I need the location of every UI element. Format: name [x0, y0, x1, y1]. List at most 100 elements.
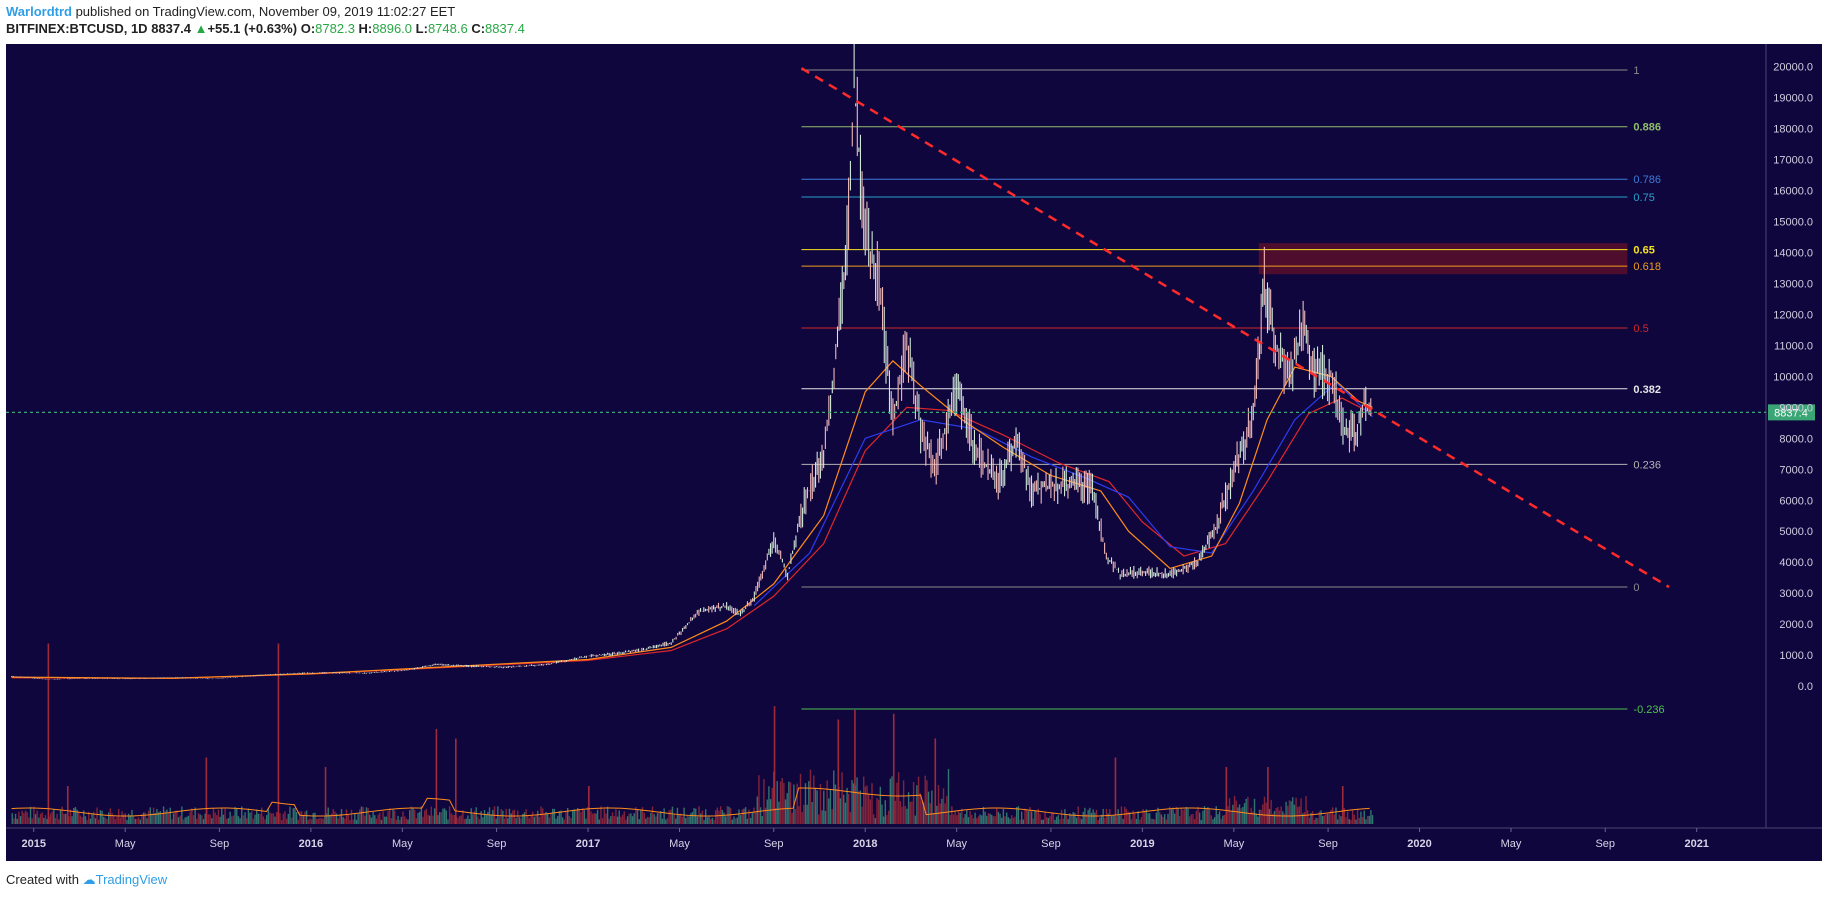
- volume-bar: [360, 806, 363, 824]
- volume-bar: [460, 815, 462, 824]
- moving-average-blue: [753, 381, 1373, 607]
- volume-bar: [487, 811, 489, 824]
- volume-bar: [961, 808, 963, 824]
- volume-bar: [1135, 818, 1138, 824]
- volume-bar: [1235, 800, 1237, 824]
- open-label: O:: [300, 21, 316, 36]
- volume-bar: [478, 819, 481, 824]
- volume-bar: [1288, 800, 1291, 824]
- volume-bar: [957, 810, 960, 824]
- volume-bar: [1265, 802, 1267, 824]
- volume-bar: [51, 811, 53, 824]
- volume-bar: [723, 812, 725, 824]
- volume-bar: [919, 793, 921, 824]
- volume-bar: [59, 810, 62, 824]
- volume-bar: [289, 806, 291, 824]
- volume-bar: [964, 814, 966, 824]
- volume-bar: [520, 818, 522, 824]
- volume-bar: [611, 812, 614, 824]
- volume-bar: [109, 808, 112, 824]
- volume-bar: [467, 815, 469, 824]
- volume-bar: [927, 791, 930, 824]
- volume-bar: [753, 807, 755, 824]
- volume-bar: [340, 809, 343, 824]
- volume-bar: [580, 812, 582, 824]
- volume-bar: [774, 808, 777, 824]
- price-chart[interactable]: 1 0.886 0.786 0.75 0.65 0.618 0.5 0.382 0.236 0 -0…: [6, 30, 1822, 861]
- volume-bar: [1213, 817, 1216, 824]
- volume-bar: [1015, 807, 1018, 824]
- volume-bar: [1037, 808, 1040, 824]
- volume-bar: [181, 806, 183, 824]
- volume-bar: [1255, 813, 1257, 824]
- volume-bar: [691, 811, 694, 824]
- volume-bar: [971, 814, 973, 824]
- volume-bar: [256, 809, 258, 824]
- volume-bar: [874, 818, 877, 824]
- volume-bar: [468, 818, 471, 824]
- low-value: 8748.6: [427, 21, 468, 36]
- volume-bar: [430, 806, 433, 824]
- volume-bar: [1197, 806, 1199, 824]
- x-axis-tick-label: 2020: [1407, 838, 1431, 850]
- volume-bar: [116, 816, 118, 824]
- volume-bar: [764, 807, 767, 824]
- volume-bar: [1060, 809, 1063, 824]
- volume-bar: [251, 811, 253, 824]
- volume-bar: [149, 807, 151, 824]
- volume-bar: [829, 788, 832, 824]
- volume-bar: [107, 812, 110, 824]
- volume-bar: [197, 813, 200, 824]
- volume-bar: [683, 807, 685, 824]
- volume-bar: [141, 813, 143, 824]
- volume-bar: [1064, 809, 1066, 824]
- volume-bar: [871, 783, 873, 824]
- volume-bar: [310, 819, 313, 824]
- y-axis-tick-label: 13000.0: [1773, 278, 1813, 290]
- volume-bar: [63, 813, 65, 824]
- volume-bar: [994, 816, 996, 824]
- volume-bar: [1182, 809, 1184, 824]
- volume-bar: [670, 809, 672, 824]
- x-axis-tick-label: 2018: [853, 838, 877, 850]
- volume-bar: [432, 815, 434, 824]
- volume-bar: [1090, 812, 1093, 824]
- x-axis-tick-label: May: [115, 838, 136, 850]
- volume-bar: [736, 817, 739, 824]
- volume-bar: [1080, 819, 1083, 824]
- volume-bar: [374, 815, 376, 824]
- volume-bar: [285, 818, 288, 824]
- volume-bar: [309, 818, 311, 824]
- volume-bar: [103, 816, 105, 824]
- volume-bar: [959, 812, 961, 824]
- volume-bar: [1165, 819, 1168, 824]
- volume-bar: [76, 809, 78, 824]
- volume-bar: [650, 812, 652, 824]
- volume-bar: [739, 815, 742, 824]
- volume-bar: [648, 817, 650, 824]
- volume-bar: [668, 810, 670, 824]
- volume-bar: [1152, 818, 1154, 824]
- chart-container[interactable]: 1 0.886 0.786 0.75 0.65 0.618 0.5 0.382 0.236 0 -0…: [6, 30, 1822, 861]
- volume-bar: [1363, 810, 1365, 824]
- volume-bar: [21, 810, 23, 824]
- volume-bar: [586, 807, 589, 824]
- symbol-label: BITFINEX:BTCUSD, 1D: [6, 21, 148, 36]
- tradingview-link[interactable]: TradingView: [95, 872, 168, 887]
- volume-bar: [144, 812, 146, 824]
- volume-bar: [162, 806, 165, 824]
- volume-bar: [1215, 806, 1217, 824]
- volume-bar: [651, 806, 654, 824]
- author-name[interactable]: Warlordtrd: [6, 4, 72, 19]
- last-price-badge: [1768, 404, 1815, 421]
- volume-bar: [14, 813, 17, 824]
- volume-bar: [560, 810, 562, 824]
- y-axis-tick-label: 18000.0: [1773, 124, 1813, 136]
- volume-bar: [244, 812, 246, 824]
- volume-bar: [1365, 819, 1367, 824]
- volume-bar: [335, 813, 338, 824]
- volume-bar: [547, 813, 549, 824]
- volume-bar: [545, 811, 547, 824]
- volume-bar: [881, 804, 883, 824]
- x-axis-tick-label: Sep: [210, 838, 230, 850]
